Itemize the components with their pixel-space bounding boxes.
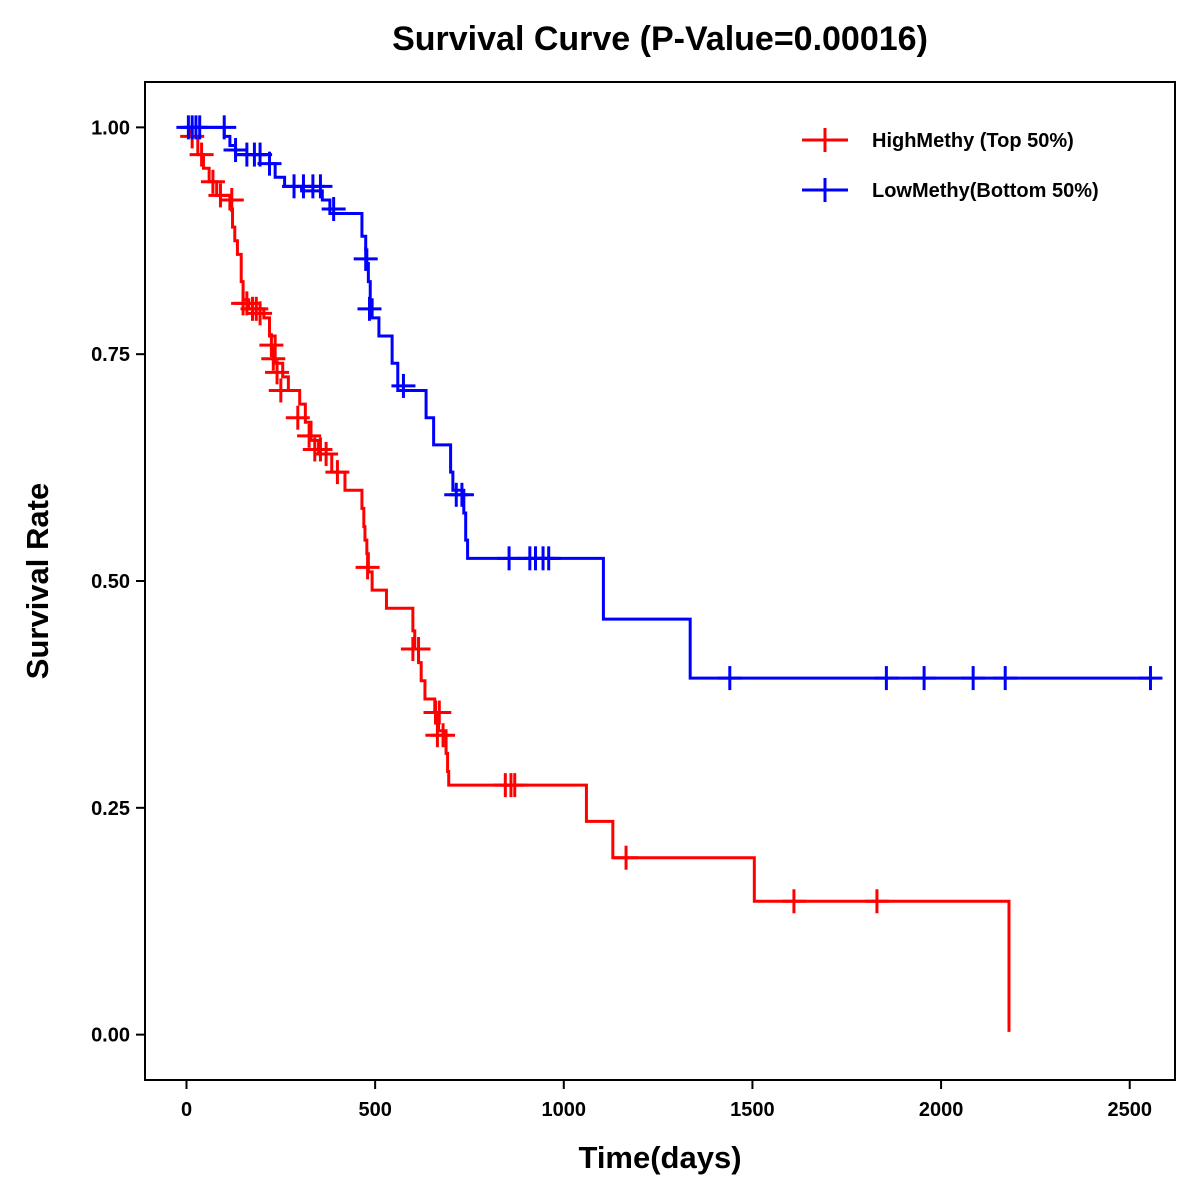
censor-mark: [325, 460, 350, 485]
censor-mark: [257, 151, 282, 176]
y-tick-label: 0.00: [91, 1025, 130, 1047]
censor-mark: [912, 666, 937, 691]
censor-mark: [208, 183, 233, 208]
censor-mark: [353, 246, 378, 271]
censor-mark: [497, 546, 522, 571]
censor-mark: [781, 889, 806, 914]
x-tick-label: 0: [181, 1099, 192, 1121]
y-axis: 0.00 0.25 0.50 0.75 1.00: [91, 117, 145, 1047]
censor-mark: [248, 301, 273, 326]
censor-mark: [449, 482, 474, 507]
censor-mark: [874, 666, 899, 691]
censor-mark: [268, 378, 293, 403]
plot-frame: [144, 81, 1176, 1081]
censor-mark: [614, 845, 639, 870]
censor-mark: [223, 138, 248, 163]
censor-mark: [244, 296, 269, 321]
censor-mark: [717, 666, 742, 691]
censor-mark: [391, 373, 416, 398]
chart-title: Survival Curve (P-Value=0.00016): [392, 20, 928, 58]
x-axis: 0 500 1000 1500 2000 2500: [181, 1080, 1152, 1121]
censor-mark: [314, 441, 339, 466]
censor-mark: [259, 333, 284, 358]
x-tick-label: 2500: [1107, 1099, 1152, 1121]
censor-mark: [189, 142, 214, 167]
censor-mark: [187, 115, 212, 140]
series-0: [180, 124, 1011, 1032]
censor-mark: [200, 169, 225, 194]
legend-label-low: LowMethy(Bottom 50%): [872, 180, 1099, 202]
censor-mark: [864, 889, 889, 914]
x-tick-label: 2000: [919, 1099, 964, 1121]
censor-mark: [308, 174, 333, 199]
y-tick-label: 0.75: [91, 344, 130, 366]
censor-mark: [265, 360, 290, 385]
series-layer: [176, 115, 1163, 1032]
survival-curve-0: [186, 125, 1011, 1032]
x-tick-label: 1000: [542, 1099, 587, 1121]
censor-mark: [355, 555, 380, 580]
censor-mark: [961, 666, 986, 691]
series-1: [176, 115, 1163, 691]
legend-label-high: HighMethy (Top 50%): [872, 130, 1074, 152]
x-tick-label: 500: [358, 1099, 391, 1121]
censor-mark: [431, 723, 456, 748]
y-axis-label: Survival Rate: [20, 483, 55, 679]
censor-mark: [297, 423, 322, 448]
censor-mark: [321, 197, 346, 222]
legend: HighMethy (Top 50%) LowMethy(Bottom 50%): [802, 128, 1099, 202]
x-tick-label: 1500: [730, 1099, 775, 1121]
censor-mark: [357, 296, 382, 321]
censor-mark: [219, 187, 244, 212]
survival-curve-1: [186, 125, 1153, 680]
censor-mark: [502, 773, 527, 798]
censor-mark: [212, 115, 237, 140]
x-axis-label: Time(days): [578, 1140, 741, 1175]
censor-mark: [427, 700, 452, 725]
censor-mark: [536, 546, 561, 571]
censor-mark: [285, 405, 310, 430]
censor-mark: [308, 437, 333, 462]
y-tick-label: 0.50: [91, 571, 130, 593]
y-tick-label: 0.25: [91, 798, 130, 820]
censor-mark: [406, 637, 431, 662]
censor-mark: [261, 346, 286, 371]
y-tick-label: 1.00: [91, 117, 130, 139]
censor-mark: [993, 666, 1018, 691]
censor-mark: [1138, 666, 1163, 691]
